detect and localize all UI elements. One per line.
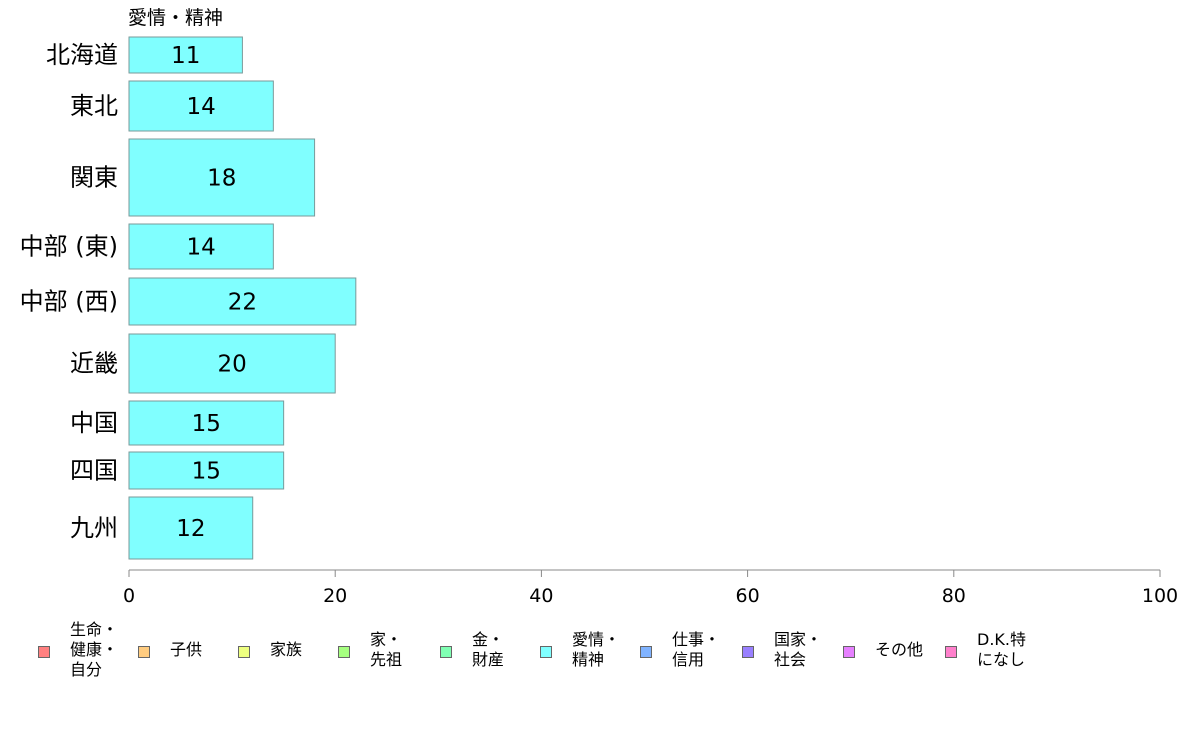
legend-label: 国家・ 社会 [774, 630, 823, 669]
category-label: 東北 [70, 92, 118, 120]
data-label: 20 [217, 352, 246, 378]
legend-label: 生命・ 健康・ 自分 [70, 620, 119, 679]
legend-label: 金・ 財産 [472, 630, 505, 669]
legend-item: 子供 [138, 620, 202, 660]
x-axis: 0 20 40 60 80 100 [123, 569, 1178, 607]
legend-item: 国家・ 社会 [742, 620, 822, 670]
bar [128, 400, 285, 446]
legend-swatch [540, 646, 552, 658]
bar [128, 138, 316, 217]
x-tick-label: 0 [123, 585, 135, 607]
x-tick-label: 100 [1142, 585, 1178, 607]
x-tick-label: 20 [323, 585, 347, 607]
legend-swatch [640, 646, 652, 658]
data-label: 15 [192, 459, 221, 485]
category-label: 中部 (東) [20, 233, 118, 261]
legend-label: 子供 [170, 640, 203, 659]
bar [128, 36, 243, 74]
data-label: 15 [192, 411, 221, 437]
bar [128, 223, 274, 270]
legend-swatch [742, 646, 754, 658]
legend-label: 家・ 先祖 [370, 630, 403, 669]
category-label: 中国 [70, 409, 118, 437]
x-tick-label: 80 [942, 585, 966, 607]
legend-swatch [38, 646, 50, 658]
series-title: 愛情・精神 [128, 7, 223, 29]
bar [128, 80, 274, 132]
legend-item: 愛情・ 精神 [540, 620, 620, 670]
category-label: 四国 [70, 457, 118, 485]
data-label: 22 [228, 290, 257, 316]
bar [128, 496, 254, 560]
legend-label: D.K.特 になし [977, 630, 1026, 669]
category-label: 関東 [70, 164, 118, 192]
bar [128, 277, 357, 326]
legend-swatch [238, 646, 250, 658]
legend-item: その他 [843, 620, 923, 660]
category-label: 九州 [70, 514, 118, 542]
bar [128, 451, 285, 490]
data-label: 14 [187, 94, 216, 120]
legend-item: 金・ 財産 [440, 620, 504, 670]
data-label: 18 [207, 166, 236, 192]
legend-swatch [338, 646, 350, 658]
x-tick-label: 60 [736, 585, 760, 607]
bar [128, 333, 336, 394]
legend-item: 家・ 先祖 [338, 620, 402, 670]
legend-label: 愛情・ 精神 [572, 630, 621, 669]
legend-item: 生命・ 健康・ 自分 [38, 620, 118, 680]
legend-swatch [440, 646, 452, 658]
legend: 生命・ 健康・ 自分 子供 家族 家・ 先祖 金・ 財産 愛情・ 精神 仕事・ 信用 国家・ … [0, 620, 1188, 690]
legend-swatch [945, 646, 957, 658]
category-label: 中部 (西) [20, 288, 118, 316]
category-label: 近畿 [70, 350, 118, 378]
category-label: 北海道 [46, 41, 118, 69]
bar-chart: 愛情・精神 北海道 11 東北 14 関東 18 中部 (東) 14 中部 (西) 22 近畿 20 中… [20, 7, 1178, 607]
data-label: 12 [176, 516, 205, 542]
legend-item: 仕事・ 信用 [640, 620, 720, 670]
legend-label: 仕事・ 信用 [672, 630, 721, 669]
legend-item: D.K.特 になし [945, 620, 1026, 670]
x-tick-label: 40 [529, 585, 553, 607]
legend-label: 家族 [270, 640, 303, 659]
legend-swatch [843, 646, 855, 658]
data-label: 14 [187, 235, 216, 261]
legend-item: 家族 [238, 620, 302, 660]
data-label: 11 [171, 43, 200, 69]
legend-label: その他 [875, 640, 924, 659]
legend-swatch [138, 646, 150, 658]
